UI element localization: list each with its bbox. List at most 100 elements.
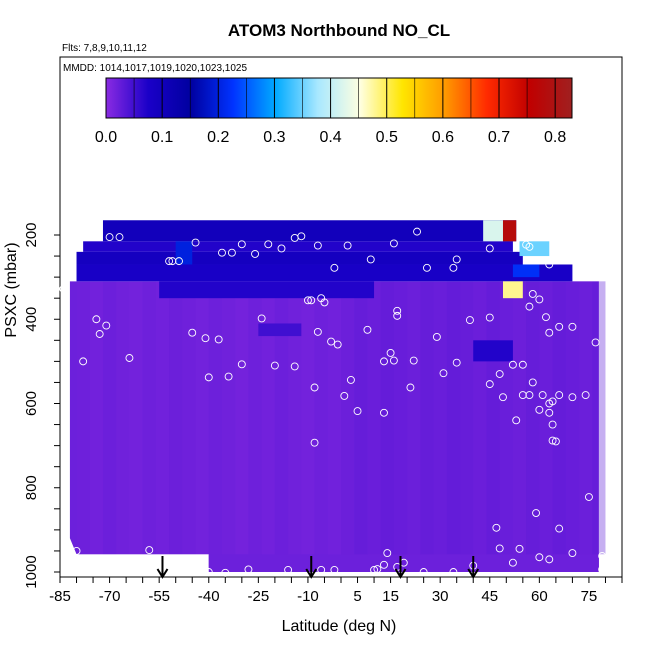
- data-point: [545, 260, 554, 269]
- data-point: [492, 523, 501, 532]
- x-tick-label: -55: [148, 588, 170, 605]
- data-point: [413, 227, 421, 236]
- x-tick-label: 60: [531, 588, 548, 605]
- data-point: [535, 553, 544, 562]
- arrow-head: [305, 568, 318, 579]
- data-point: [72, 546, 81, 555]
- data-point: [244, 565, 253, 574]
- data-point: [409, 356, 418, 365]
- data-point: [303, 296, 312, 305]
- data-point: [95, 330, 104, 338]
- colorbar-ticks: 0.0 0.1 0.2 0.3 0.4 0.5 0.6 0.7 0.8: [95, 78, 566, 146]
- data-point: [237, 240, 246, 249]
- y-axis: 200 400 600 800 1000: [23, 222, 60, 589]
- data-point: [452, 358, 461, 367]
- heatmap-streak: [274, 281, 289, 555]
- heatmap-cell: [519, 241, 550, 257]
- x-tick-label: 45: [481, 588, 498, 605]
- data-point: [598, 565, 607, 574]
- heatmap-streak: [248, 281, 262, 555]
- data-point: [264, 240, 273, 249]
- data-point: [555, 322, 564, 331]
- data-point: [363, 325, 372, 334]
- data-point: [221, 568, 230, 577]
- data-point: [499, 393, 507, 402]
- data-point: [532, 509, 540, 517]
- data-point: [518, 360, 527, 369]
- x-tick-label: 75: [581, 588, 598, 605]
- data-point: [406, 383, 415, 392]
- data-point: [370, 565, 379, 574]
- data-point: [227, 248, 236, 257]
- data-point: [320, 298, 329, 307]
- data-point: [115, 233, 124, 242]
- heatmap-streak: [499, 281, 513, 555]
- heatmap-streak: [116, 281, 130, 555]
- data-point: [201, 334, 210, 343]
- data-point: [310, 438, 319, 447]
- heatmap-cell: [483, 220, 503, 242]
- data-point: [432, 332, 441, 341]
- data-point: [380, 408, 388, 417]
- data-point: [508, 558, 517, 567]
- colorbar-tick-label: 0.6: [432, 129, 454, 146]
- heatmap-cell: [258, 323, 302, 337]
- data-point: [92, 315, 101, 324]
- data-point: [386, 349, 395, 357]
- heatmap-streak: [473, 281, 487, 555]
- data-point: [465, 316, 474, 325]
- data-point: [380, 560, 388, 569]
- chart-title: ATOM3 Northbound NO_CL: [228, 21, 450, 40]
- data-point: [333, 340, 342, 349]
- data-point: [508, 360, 517, 369]
- y-tick-label: 800: [23, 475, 40, 500]
- data-point: [449, 263, 458, 272]
- data-point: [568, 549, 577, 557]
- heatmap-streak: [526, 281, 540, 555]
- data-point: [204, 568, 213, 576]
- data-point: [439, 369, 448, 378]
- data-point: [59, 284, 68, 293]
- data-point: [373, 565, 382, 574]
- data-point: [389, 239, 398, 248]
- data-points-layer: [59, 227, 607, 577]
- arrow-head: [156, 568, 169, 579]
- data-point: [125, 354, 134, 362]
- heatmap-streak: [552, 281, 566, 555]
- data-point: [423, 263, 431, 272]
- data-point: [389, 356, 398, 365]
- heatmap-body: [69, 281, 599, 568]
- data-point: [251, 250, 259, 258]
- heatmap-streak: [579, 281, 593, 555]
- data-point: [393, 311, 402, 320]
- data-point: [307, 296, 316, 305]
- heatmap-streak: [129, 281, 143, 555]
- data-point: [584, 493, 593, 501]
- flights-note: Flts: 7,8,9,10,11,12: [62, 43, 147, 54]
- heatmap-streak: [407, 281, 421, 555]
- data-point: [548, 397, 557, 406]
- data-point: [452, 255, 461, 264]
- data-point: [165, 257, 174, 266]
- heatmap-cell: [159, 281, 375, 299]
- colorbar-tick-label: 0.8: [544, 129, 566, 146]
- heatmap-streak: [367, 281, 381, 555]
- data-point: [528, 378, 537, 387]
- data-point: [340, 391, 349, 400]
- data-point: [495, 370, 504, 378]
- heatmap-streak: [341, 281, 355, 555]
- data-point: [214, 335, 223, 344]
- data-point: [353, 407, 362, 416]
- heatmap-streak: [155, 281, 170, 555]
- heatmap-streak: [393, 281, 408, 555]
- data-point: [277, 244, 286, 253]
- data-point: [383, 549, 392, 557]
- heatmap-streak: [182, 281, 196, 555]
- heatmap-streak: [169, 281, 183, 555]
- colorbar-tick-label: 0.5: [376, 129, 398, 146]
- data-point: [485, 380, 494, 389]
- data-point: [346, 375, 355, 384]
- heatmap-streak: [102, 281, 117, 555]
- heatmap-cell: [512, 264, 540, 278]
- heatmap-streak: [288, 281, 302, 555]
